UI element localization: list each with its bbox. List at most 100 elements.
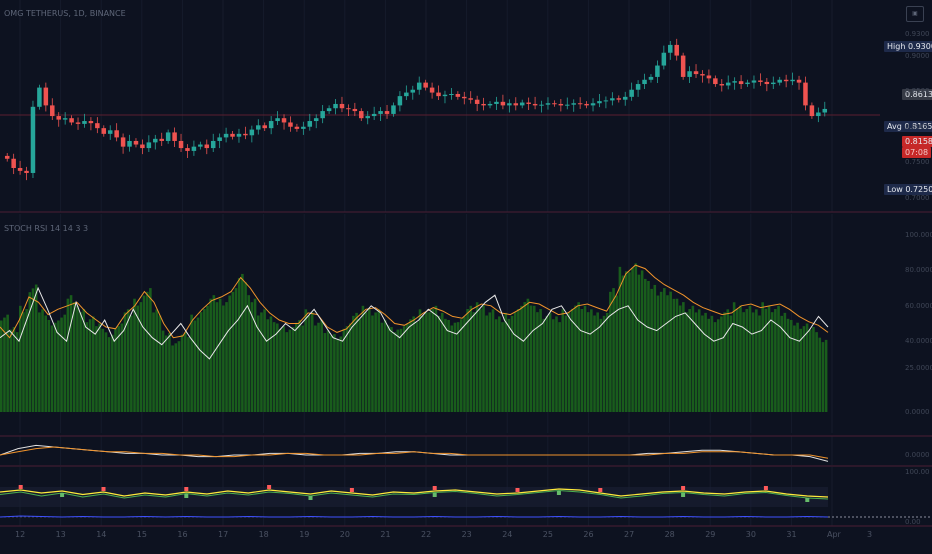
histogram-bar (456, 322, 460, 412)
candle-body (635, 84, 641, 90)
histogram-bar (31, 288, 35, 412)
histogram-bar (767, 305, 771, 412)
candle-body (410, 89, 416, 93)
histogram-bar (758, 315, 761, 412)
histogram-bar (663, 288, 666, 412)
time-axis-tick: 15 (136, 530, 147, 539)
current-price-tag: 0.8158 (902, 136, 932, 147)
histogram-bar (751, 312, 755, 412)
avg-label: Avg (887, 122, 902, 131)
histogram-bar (345, 326, 349, 412)
histogram-bar (504, 312, 507, 412)
histogram-bar (193, 320, 197, 412)
histogram-bar (491, 309, 495, 412)
histogram-bar (701, 315, 704, 412)
histogram-bar (542, 318, 546, 412)
low-tag: Low 0.7250 (884, 184, 932, 195)
histogram-bar (263, 309, 266, 412)
candle-body (700, 74, 705, 76)
histogram-bar (466, 308, 469, 412)
candle-body (397, 96, 403, 106)
histogram-bar (158, 315, 162, 412)
histogram-bar (444, 318, 447, 412)
candle-body (732, 81, 737, 83)
histogram-bar (323, 333, 327, 412)
histogram-bar (612, 288, 615, 412)
histogram-bar (260, 312, 263, 412)
histogram-bar (517, 308, 520, 412)
candle-body (359, 111, 364, 119)
candle-body (706, 75, 712, 79)
histogram-bar (164, 335, 168, 412)
histogram-bar (796, 322, 799, 412)
histogram-bar (764, 308, 768, 412)
histogram-bar (79, 312, 82, 412)
camera-icon[interactable]: ▣ (906, 6, 924, 22)
histogram-bar (532, 305, 536, 412)
histogram-bar (298, 319, 301, 412)
histogram-bar (355, 312, 358, 412)
histogram-bar (571, 308, 574, 412)
candle-body (758, 80, 763, 82)
histogram-bar (342, 328, 346, 412)
candle-body (178, 140, 184, 149)
histogram-bar (28, 292, 32, 412)
histogram-bar (72, 302, 76, 412)
histogram-bar (672, 298, 676, 412)
histogram-bar (780, 315, 783, 412)
histogram-bar (234, 288, 238, 412)
candle-body (346, 108, 351, 110)
candle-body (217, 137, 222, 141)
candle-body (526, 102, 531, 104)
histogram-bar (552, 319, 555, 412)
chart-title: OMG TETHERUS, 1D, BINANCE (4, 9, 126, 18)
histogram-bar (615, 295, 619, 412)
histogram-bar (9, 329, 13, 412)
candle-body (404, 92, 409, 97)
candle-body (95, 123, 100, 129)
histogram-bar (685, 312, 688, 412)
histogram-bar (545, 315, 549, 412)
candle-body (539, 104, 544, 106)
histogram-bar (437, 315, 441, 412)
candle-body (481, 103, 486, 106)
candle-body (210, 140, 216, 149)
stoch-k-line (0, 286, 829, 360)
histogram-bar (421, 315, 425, 412)
histogram-bar (732, 302, 736, 412)
candle-body (365, 116, 370, 119)
histogram-bar (180, 334, 184, 412)
histogram-bar (320, 319, 323, 412)
histogram-bar (694, 312, 698, 412)
histogram-bar (339, 336, 343, 412)
histogram-bar (596, 312, 599, 412)
histogram-bar (748, 305, 752, 412)
candle-body (107, 130, 113, 134)
candle-body (307, 121, 313, 127)
histogram-bar (250, 302, 254, 412)
time-axis-tick: 19 (299, 530, 310, 539)
candle-body (738, 81, 744, 85)
histogram-bar (526, 298, 530, 412)
histogram-bar (691, 305, 695, 412)
price-axis-tick: 0.9300 (905, 30, 930, 39)
time-axis-tick: 30 (745, 530, 756, 539)
histogram-bar (85, 322, 89, 412)
histogram-bar (25, 308, 28, 412)
rsi-band (0, 487, 828, 507)
candle-body (513, 103, 519, 106)
histogram-bar (326, 330, 330, 412)
histogram-bar (269, 316, 273, 412)
high-label: High (887, 42, 906, 51)
histogram-bar (580, 308, 584, 412)
histogram-bar (453, 322, 457, 412)
time-axis-tick: 12 (15, 530, 26, 539)
histogram-bar (583, 305, 587, 412)
histogram-bar (304, 309, 308, 412)
histogram-bar (282, 326, 285, 412)
time-axis-tick: 29 (705, 530, 716, 539)
histogram-bar (317, 322, 320, 412)
candle-body (622, 96, 628, 100)
